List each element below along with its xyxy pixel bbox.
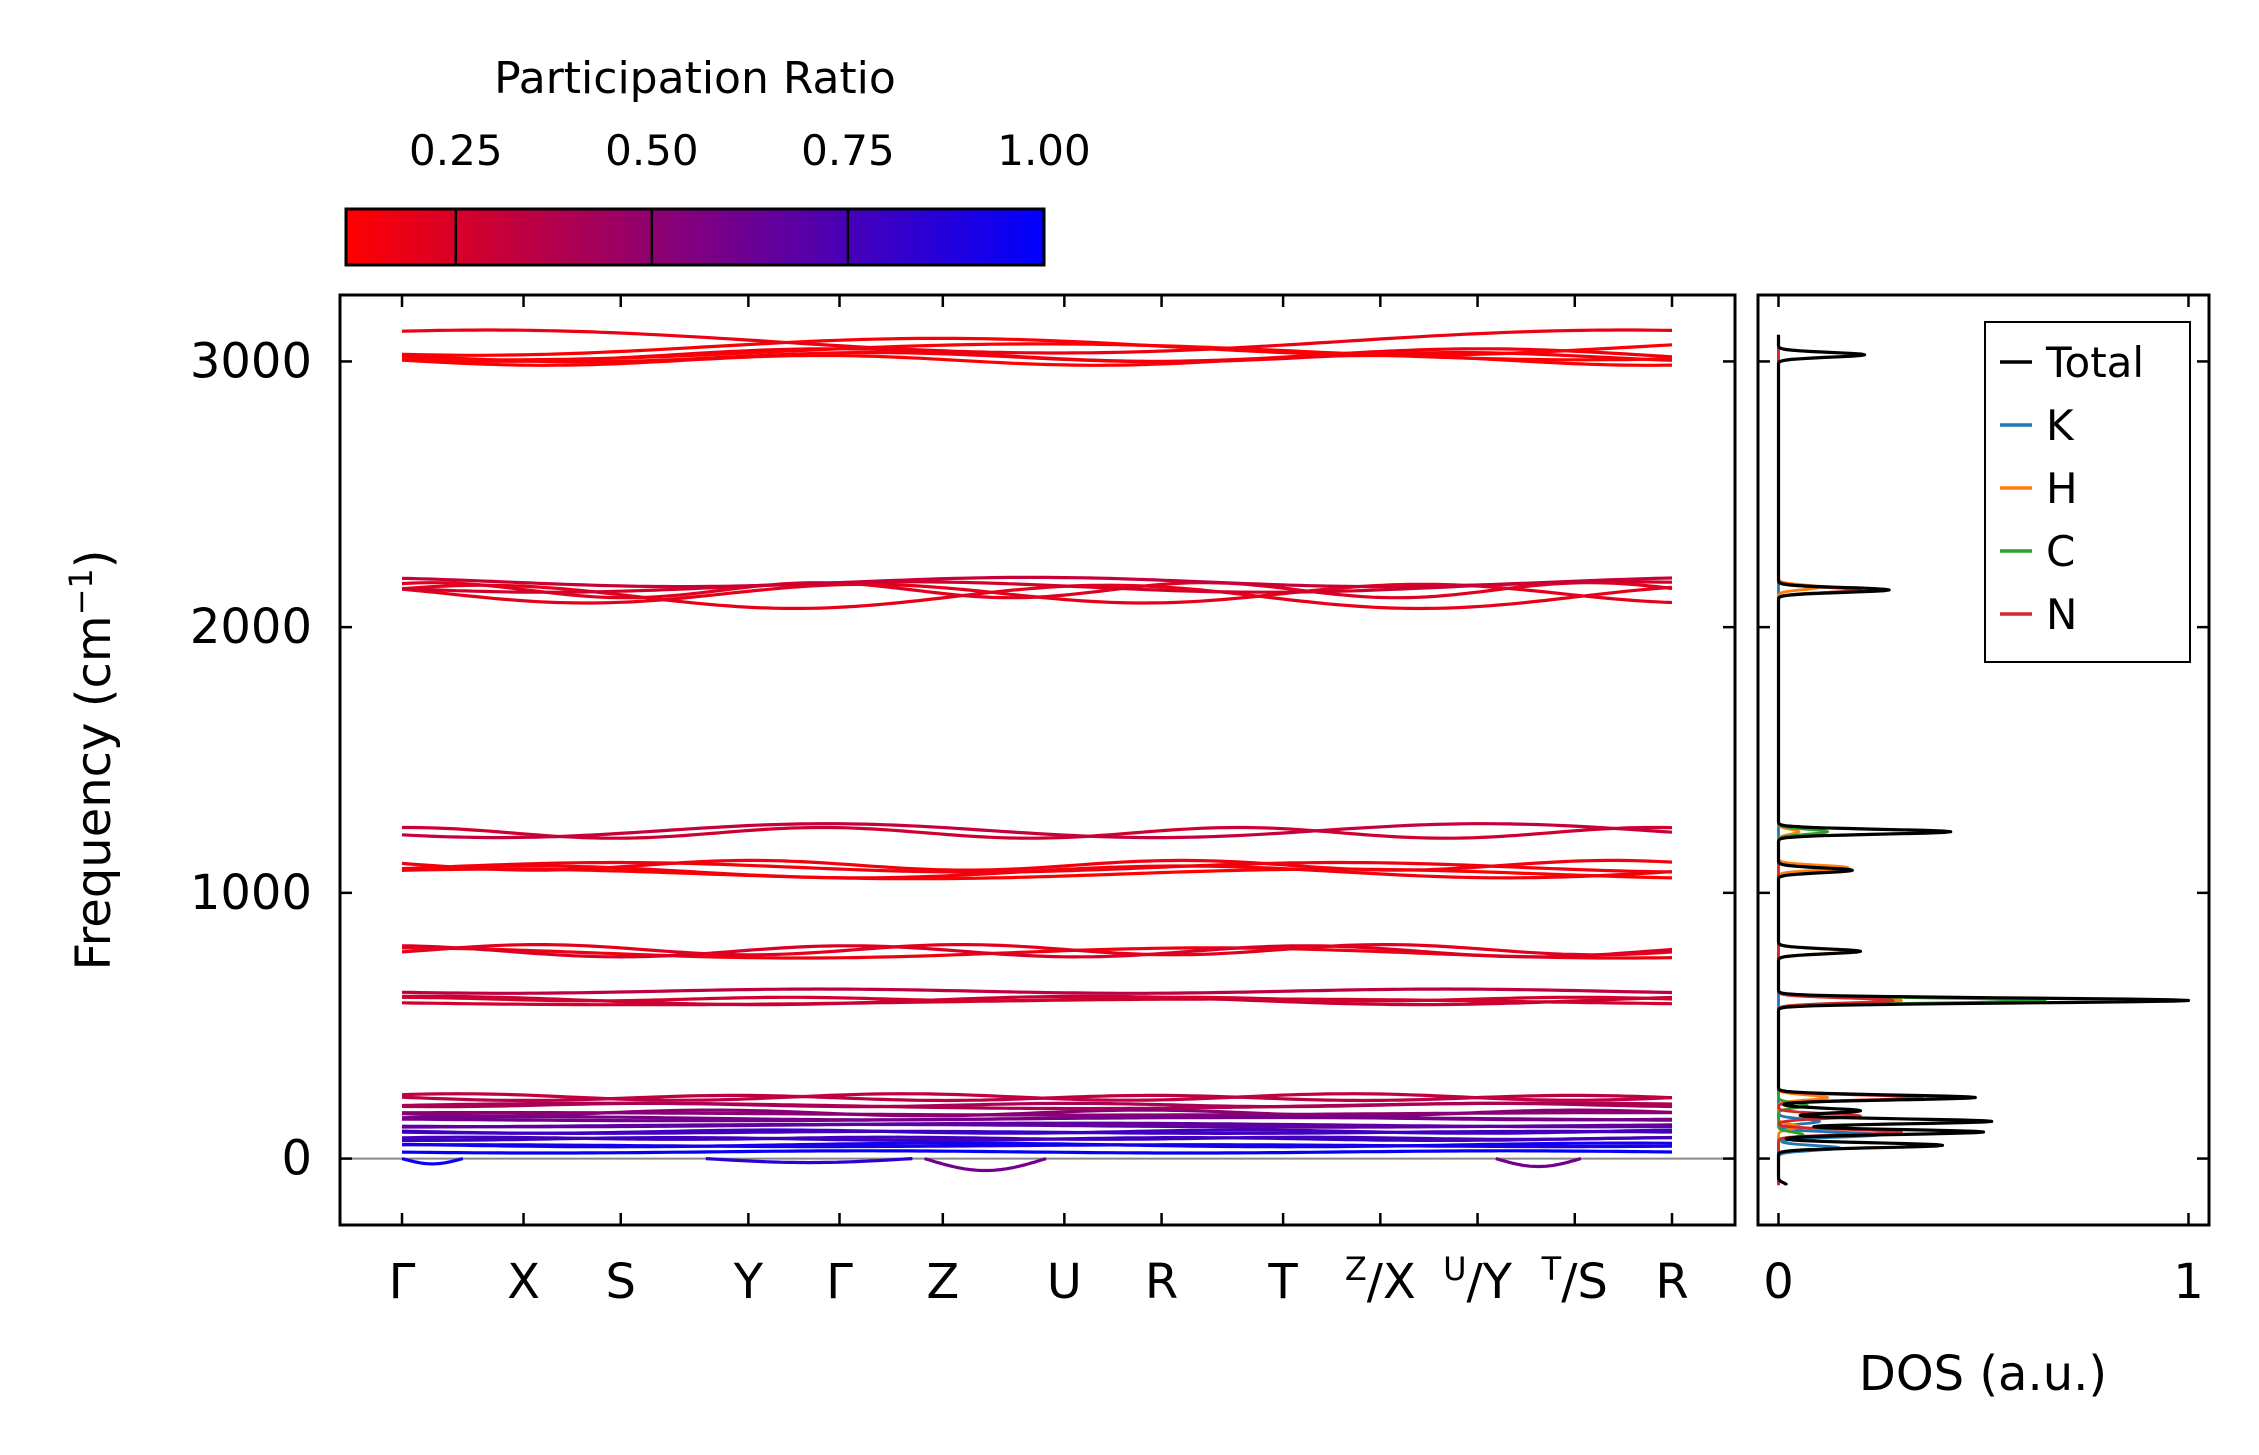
band-line bbox=[401, 1101, 1673, 1109]
legend-label: H bbox=[2046, 464, 2078, 513]
dos-line-h bbox=[1777, 334, 1903, 1186]
band-line bbox=[401, 944, 1673, 959]
band-line bbox=[401, 1115, 1673, 1122]
legend-label: C bbox=[2046, 527, 2075, 576]
legend-label: K bbox=[2046, 401, 2075, 450]
dos-line-total bbox=[1776, 333, 2191, 1187]
band-line bbox=[401, 581, 1673, 600]
band-line bbox=[401, 860, 1673, 874]
y-tick-label: 2000 bbox=[190, 599, 312, 655]
band-line bbox=[401, 867, 1673, 881]
band-line bbox=[401, 1121, 1672, 1129]
dos-lines bbox=[1776, 333, 2191, 1187]
kpoint-label: U bbox=[1047, 1254, 1082, 1310]
band-line-negative bbox=[924, 1157, 1047, 1173]
kpoint-label: Γ bbox=[389, 1254, 416, 1310]
kpoint-label: T bbox=[1267, 1254, 1298, 1310]
kpoint-label: Z/X bbox=[1345, 1250, 1416, 1310]
band-line bbox=[401, 943, 1673, 957]
band-x-ticks: Γ X S Y Γ Z U R T Z/X U/Y T/S R bbox=[389, 295, 1689, 1310]
kpoint-label: S bbox=[606, 1254, 636, 1310]
dos-x-axis-label: DOS (a.u.) bbox=[1859, 1346, 2107, 1402]
band-y-ticks: 0 1000 2000 3000 bbox=[190, 333, 1735, 1187]
band-line bbox=[401, 1128, 1673, 1135]
band-line bbox=[401, 995, 1673, 1003]
band-line-negative bbox=[1495, 1157, 1582, 1169]
y-axis-label: Frequency (cm−1) bbox=[62, 549, 122, 970]
colorbar-gradient bbox=[344, 207, 1046, 267]
legend-frame bbox=[1984, 321, 2191, 663]
dos-panel-frame bbox=[1756, 293, 2211, 1227]
band-line bbox=[401, 1141, 1673, 1149]
legend-label: Total bbox=[2045, 338, 2144, 387]
band-panel-frame bbox=[338, 293, 1737, 1227]
band-line-negative bbox=[401, 1157, 464, 1166]
band-line-negative bbox=[705, 1157, 913, 1165]
band-line bbox=[401, 328, 1673, 355]
band-line bbox=[401, 583, 1673, 611]
y-tick-label: 1000 bbox=[190, 865, 312, 921]
band-line bbox=[401, 1092, 1673, 1102]
kpoint-label: R bbox=[1145, 1254, 1178, 1310]
band-line bbox=[401, 1135, 1673, 1141]
band-line bbox=[401, 575, 1673, 589]
band-lines bbox=[340, 328, 1735, 1173]
colorbar-tick-label: 0.75 bbox=[801, 126, 895, 175]
colorbar-tick-label: 0.25 bbox=[409, 126, 503, 175]
kpoint-label: T/S bbox=[1541, 1250, 1608, 1310]
band-line bbox=[401, 987, 1673, 995]
y-tick-label: 0 bbox=[281, 1131, 312, 1187]
dos-x-tick-label: 0 bbox=[1763, 1254, 1794, 1310]
band-line bbox=[401, 342, 1673, 362]
colorbar-ticks: 0.25 0.50 0.75 1.00 bbox=[409, 126, 1091, 265]
band-line bbox=[401, 822, 1673, 840]
dos-line-n bbox=[1777, 334, 1948, 1186]
colorbar-title: Participation Ratio bbox=[494, 53, 896, 104]
band-structure-panel: 0 1000 2000 3000 Γ X S Y Γ Z U R T Z/X U/Y T/S R Freque… bbox=[62, 293, 1737, 1310]
kpoint-label: R bbox=[1655, 1254, 1688, 1310]
colorbar-tick-label: 0.50 bbox=[605, 126, 699, 175]
band-line bbox=[401, 858, 1673, 872]
band-line bbox=[402, 825, 1673, 840]
dos-x-tick-label: 1 bbox=[2173, 1254, 2204, 1310]
band-line bbox=[401, 1149, 1673, 1155]
band-line bbox=[401, 336, 1673, 357]
colorbar-tick-label: 1.00 bbox=[997, 126, 1091, 175]
band-line bbox=[401, 1108, 1673, 1118]
kpoint-label: Y bbox=[733, 1254, 764, 1310]
colorbar: Participation Ratio 0.25 0.50 0.75 1.00 bbox=[344, 53, 1091, 267]
kpoint-label: Z bbox=[926, 1254, 959, 1310]
kpoint-label: Γ bbox=[826, 1254, 853, 1310]
dos-line-k bbox=[1777, 334, 1883, 1186]
kpoint-label: U/Y bbox=[1443, 1250, 1513, 1310]
kpoint-label: X bbox=[507, 1254, 540, 1310]
legend-label: N bbox=[2046, 590, 2077, 639]
y-tick-label: 3000 bbox=[190, 333, 312, 389]
